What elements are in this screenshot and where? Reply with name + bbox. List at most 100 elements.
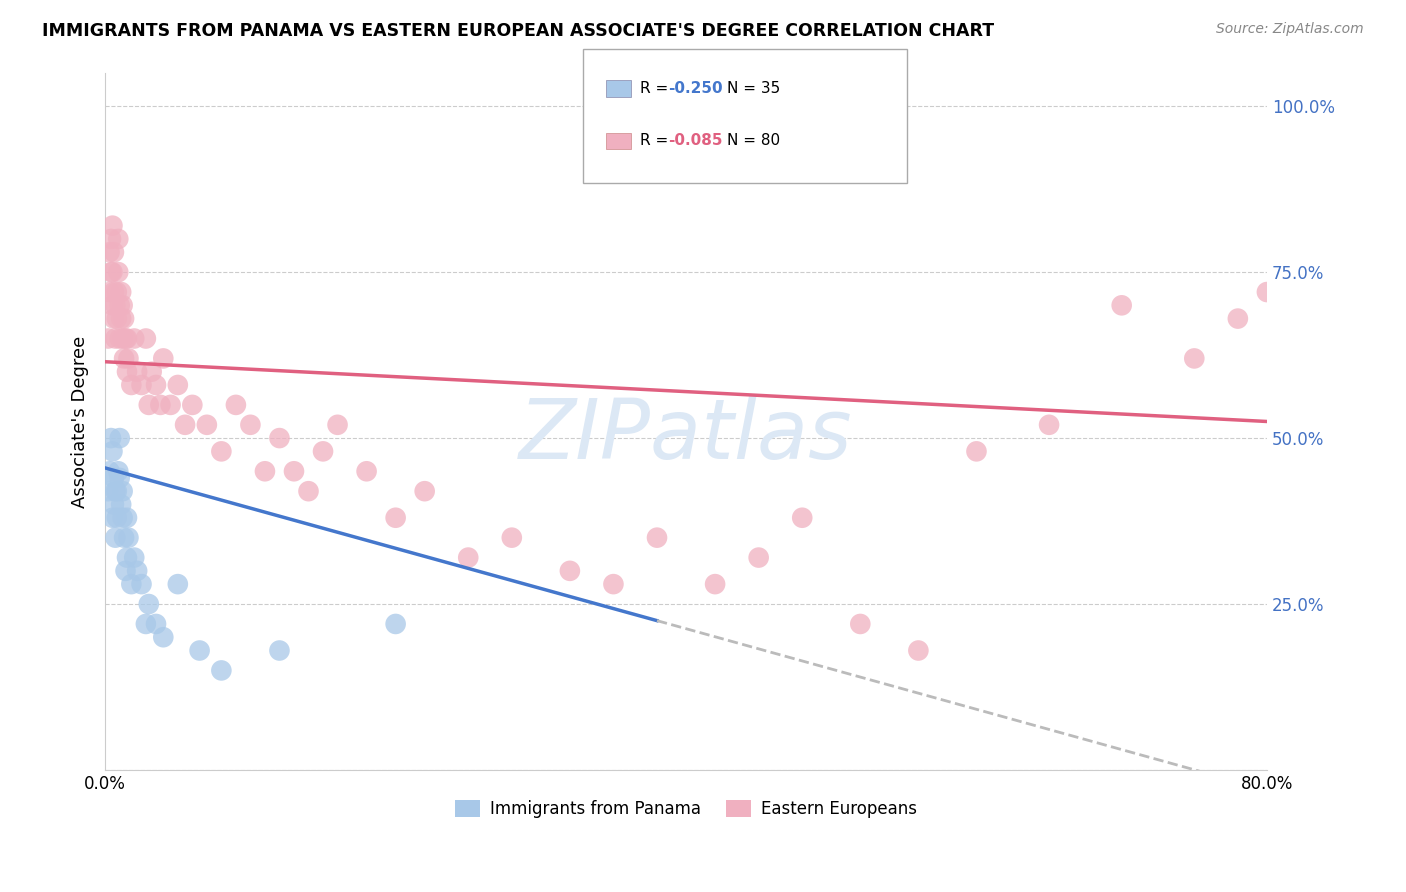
Point [105, 285, 128, 299]
Point [111, 298, 134, 312]
Point [103, 471, 125, 485]
Point [103, 311, 125, 326]
Point [131, 378, 153, 392]
Point [120, 378, 142, 392]
Point [209, 664, 232, 678]
Point [384, 617, 406, 632]
Point [100, 265, 122, 279]
Point [104, 331, 127, 345]
Point [122, 331, 145, 345]
Point [117, 351, 139, 366]
Point [166, 577, 188, 591]
Point [152, 630, 174, 644]
Point [501, 531, 523, 545]
Point [1400, 153, 1406, 167]
Point [101, 510, 124, 524]
Point [101, 265, 124, 279]
Point [111, 484, 134, 499]
Point [159, 398, 181, 412]
Point [166, 378, 188, 392]
Point [104, 531, 127, 545]
Point [1226, 311, 1249, 326]
Point [115, 510, 138, 524]
Point [97, 484, 120, 499]
Point [1329, 219, 1351, 233]
Point [108, 331, 131, 345]
Point [152, 351, 174, 366]
Point [103, 285, 125, 299]
Point [127, 365, 149, 379]
Point [225, 398, 247, 412]
Point [188, 643, 211, 657]
Point [117, 531, 139, 545]
Point [1182, 351, 1205, 366]
Text: R =: R = [640, 81, 673, 96]
Point [253, 464, 276, 478]
Point [115, 365, 138, 379]
Text: ZIPatlas: ZIPatlas [519, 395, 853, 476]
Point [1038, 417, 1060, 432]
Point [131, 577, 153, 591]
Point [138, 398, 160, 412]
Point [100, 232, 122, 246]
Point [104, 484, 127, 499]
Point [108, 298, 131, 312]
Point [105, 311, 128, 326]
Point [195, 417, 218, 432]
Point [149, 398, 172, 412]
Point [1111, 298, 1133, 312]
Point [312, 444, 335, 458]
Point [122, 550, 145, 565]
Point [849, 617, 872, 632]
Text: IMMIGRANTS FROM PANAMA VS EASTERN EUROPEAN ASSOCIATE'S DEGREE CORRELATION CHART: IMMIGRANTS FROM PANAMA VS EASTERN EUROPE… [42, 22, 994, 40]
Point [112, 351, 135, 366]
Point [101, 219, 124, 233]
Y-axis label: Associate's Degree: Associate's Degree [72, 335, 89, 508]
Legend: Immigrants from Panama, Eastern Europeans: Immigrants from Panama, Eastern European… [449, 793, 924, 824]
Point [120, 577, 142, 591]
Point [283, 464, 305, 478]
Point [101, 444, 124, 458]
Point [114, 564, 136, 578]
Point [748, 550, 770, 565]
Point [112, 531, 135, 545]
Point [907, 643, 929, 657]
Point [104, 298, 127, 312]
Point [101, 298, 124, 312]
Point [127, 564, 149, 578]
Point [135, 617, 157, 632]
Point [239, 417, 262, 432]
Point [107, 464, 129, 478]
Point [384, 510, 406, 524]
Point [209, 444, 232, 458]
Point [141, 365, 163, 379]
Point [181, 398, 204, 412]
Point [111, 331, 134, 345]
Point [135, 331, 157, 345]
Point [110, 311, 132, 326]
Point [1256, 285, 1278, 299]
Point [105, 510, 128, 524]
Point [115, 331, 138, 345]
Point [98, 285, 121, 299]
Point [103, 245, 125, 260]
Point [115, 550, 138, 565]
Point [269, 643, 291, 657]
Point [107, 265, 129, 279]
Point [114, 331, 136, 345]
Text: R =: R = [640, 134, 673, 148]
Point [1372, 178, 1395, 193]
Point [108, 471, 131, 485]
Text: N = 80: N = 80 [727, 134, 780, 148]
Point [108, 431, 131, 445]
Point [269, 431, 291, 445]
Point [966, 444, 988, 458]
Point [145, 378, 167, 392]
Point [138, 597, 160, 611]
Point [326, 417, 349, 432]
Point [704, 577, 727, 591]
Point [105, 484, 128, 499]
Point [110, 285, 132, 299]
Point [413, 484, 436, 499]
Point [558, 564, 581, 578]
